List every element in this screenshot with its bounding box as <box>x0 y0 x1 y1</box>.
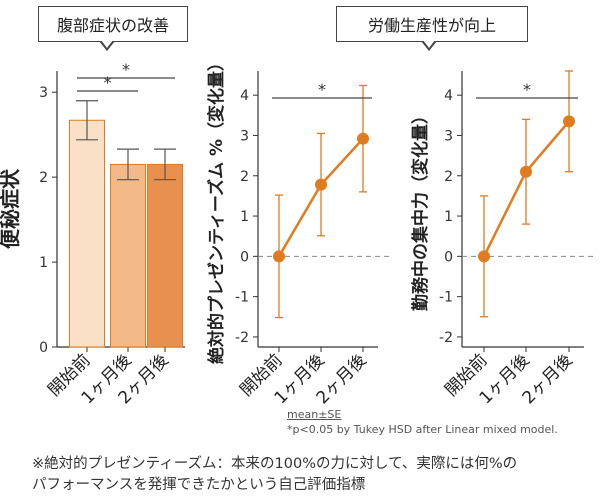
mean-se-note: mean±SE <box>287 408 342 421</box>
y-tick-label: -2 <box>235 330 249 346</box>
y-tick-label: 2 <box>39 170 48 186</box>
data-point <box>357 132 369 145</box>
bar <box>147 163 183 348</box>
significance-marker: * <box>523 80 531 99</box>
y-tick-label: 3 <box>39 85 48 101</box>
y-tick-label: 3 <box>444 128 453 144</box>
callout-abdominal-text: 腹部症状の改善 <box>56 16 169 35</box>
callout-productivity-improvement: 労働生産性が向上 <box>336 6 528 51</box>
y-axis-title: 便秘症状 <box>0 168 22 249</box>
y-tick-label: -2 <box>439 330 453 346</box>
y-tick-label: 1 <box>39 255 48 271</box>
y-axis-title: 勤務中の集中力（変化量） <box>410 107 431 311</box>
y-tick-label: 3 <box>240 128 249 144</box>
y-tick-label: 2 <box>444 169 453 185</box>
y-tick-label: 2 <box>240 169 249 185</box>
y-axis-title: 絶対的プレゼンティーズム %（変化量） <box>206 54 227 364</box>
significance-note: *p<0.05 by Tukey HSD after Linear mixed … <box>287 423 558 436</box>
footnote-line-2: パフォーマンスを発揮できたかという自己評価指標 <box>32 477 366 493</box>
y-tick-label: 4 <box>240 88 249 104</box>
significance-marker: * <box>104 73 112 92</box>
bar <box>69 119 105 348</box>
data-point <box>273 250 285 263</box>
callout-tail <box>99 40 115 51</box>
callout-abdominal-improvement: 腹部症状の改善 <box>38 6 188 51</box>
y-tick-label: 0 <box>444 249 453 265</box>
data-point <box>315 178 327 191</box>
data-point <box>478 250 490 263</box>
significance-marker: * <box>122 60 130 79</box>
footnote-line-1: ※絶対的プレゼンティーズム：本来の100%の力に対して、実際には何%の <box>32 456 518 472</box>
bar <box>110 163 146 348</box>
y-tick-label: 1 <box>444 209 453 225</box>
data-point <box>563 115 575 128</box>
y-tick-label: 0 <box>240 249 249 265</box>
y-tick-label: -1 <box>439 290 453 306</box>
y-tick-label: 0 <box>39 340 48 356</box>
y-tick-label: 4 <box>444 88 453 104</box>
y-tick-label: -1 <box>235 290 249 306</box>
callout-productivity-text: 労働生産性が向上 <box>367 16 496 35</box>
data-point <box>520 165 532 178</box>
y-tick-label: 1 <box>240 209 249 225</box>
significance-marker: * <box>318 80 326 99</box>
footnote: ※絶対的プレゼンティーズム：本来の100%の力に対して、実際には何%の パフォー… <box>32 454 517 496</box>
callout-tail <box>421 40 437 51</box>
